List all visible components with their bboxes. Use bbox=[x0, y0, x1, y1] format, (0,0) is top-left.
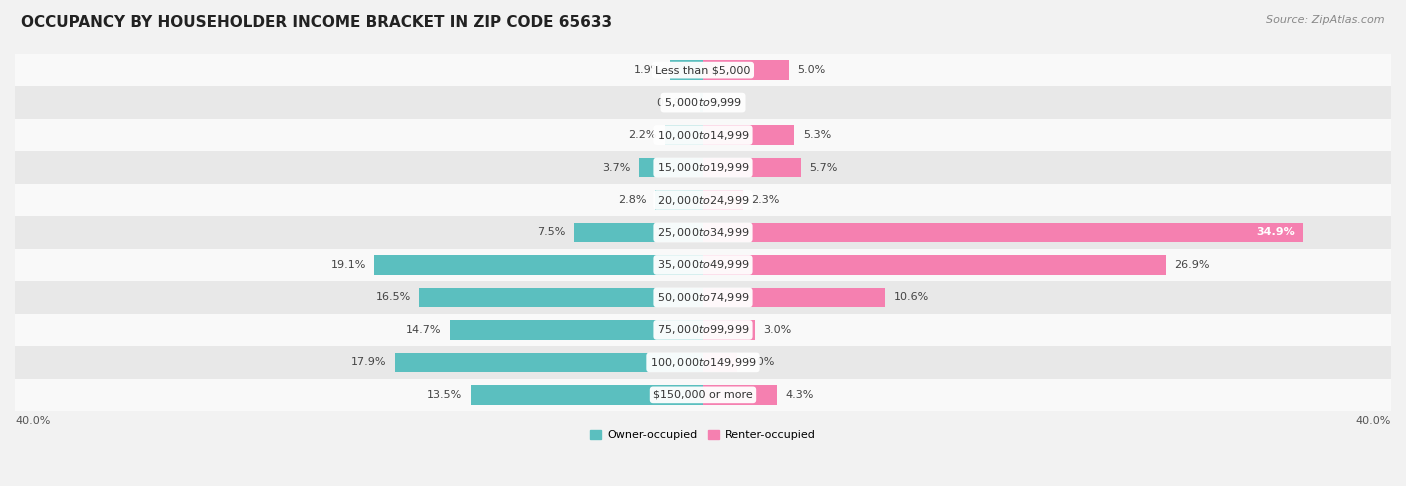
Bar bbox=[419, 288, 703, 307]
Text: $75,000 to $99,999: $75,000 to $99,999 bbox=[657, 323, 749, 336]
Bar bbox=[640, 158, 703, 177]
Text: 5.7%: 5.7% bbox=[810, 162, 838, 173]
Text: Less than $5,000: Less than $5,000 bbox=[655, 65, 751, 75]
Text: 3.7%: 3.7% bbox=[602, 162, 631, 173]
Text: $25,000 to $34,999: $25,000 to $34,999 bbox=[657, 226, 749, 239]
Bar bbox=[15, 216, 1391, 249]
Bar bbox=[15, 249, 1391, 281]
Bar bbox=[395, 353, 703, 372]
Bar bbox=[15, 281, 1391, 313]
Text: 13.5%: 13.5% bbox=[427, 390, 463, 400]
Legend: Owner-occupied, Renter-occupied: Owner-occupied, Renter-occupied bbox=[586, 426, 820, 445]
Bar bbox=[703, 60, 789, 80]
Text: 40.0%: 40.0% bbox=[1355, 416, 1391, 426]
Bar bbox=[703, 158, 801, 177]
Text: Source: ZipAtlas.com: Source: ZipAtlas.com bbox=[1267, 15, 1385, 25]
Bar bbox=[700, 93, 703, 112]
Bar bbox=[703, 125, 794, 145]
Text: $35,000 to $49,999: $35,000 to $49,999 bbox=[657, 259, 749, 272]
Bar bbox=[15, 151, 1391, 184]
Bar bbox=[471, 385, 703, 405]
Text: 34.9%: 34.9% bbox=[1256, 227, 1295, 238]
Text: 40.0%: 40.0% bbox=[15, 416, 51, 426]
Bar bbox=[665, 125, 703, 145]
Bar bbox=[703, 191, 742, 210]
Bar bbox=[15, 184, 1391, 216]
Text: 7.5%: 7.5% bbox=[537, 227, 565, 238]
Text: 14.7%: 14.7% bbox=[406, 325, 441, 335]
Text: 2.0%: 2.0% bbox=[747, 357, 775, 367]
Text: 17.9%: 17.9% bbox=[352, 357, 387, 367]
Text: $150,000 or more: $150,000 or more bbox=[654, 390, 752, 400]
Text: 3.0%: 3.0% bbox=[763, 325, 792, 335]
Text: $100,000 to $149,999: $100,000 to $149,999 bbox=[650, 356, 756, 369]
Bar bbox=[15, 87, 1391, 119]
Text: 0.19%: 0.19% bbox=[655, 98, 692, 107]
Text: 2.8%: 2.8% bbox=[617, 195, 647, 205]
Bar bbox=[671, 60, 703, 80]
Text: $20,000 to $24,999: $20,000 to $24,999 bbox=[657, 193, 749, 207]
Bar bbox=[703, 223, 1303, 242]
Text: $5,000 to $9,999: $5,000 to $9,999 bbox=[664, 96, 742, 109]
Bar bbox=[703, 385, 778, 405]
Bar bbox=[450, 320, 703, 340]
Text: 4.3%: 4.3% bbox=[786, 390, 814, 400]
Bar bbox=[15, 313, 1391, 346]
Bar bbox=[703, 320, 755, 340]
Text: 2.2%: 2.2% bbox=[628, 130, 657, 140]
Text: 1.9%: 1.9% bbox=[633, 65, 662, 75]
Text: $50,000 to $74,999: $50,000 to $74,999 bbox=[657, 291, 749, 304]
Bar bbox=[703, 255, 1166, 275]
Text: $15,000 to $19,999: $15,000 to $19,999 bbox=[657, 161, 749, 174]
Text: 5.0%: 5.0% bbox=[797, 65, 825, 75]
Bar bbox=[655, 191, 703, 210]
Text: 5.3%: 5.3% bbox=[803, 130, 831, 140]
Bar bbox=[703, 353, 737, 372]
Text: 16.5%: 16.5% bbox=[375, 293, 411, 302]
Bar bbox=[703, 288, 886, 307]
Text: 26.9%: 26.9% bbox=[1174, 260, 1209, 270]
Bar bbox=[15, 346, 1391, 379]
Bar bbox=[15, 379, 1391, 411]
Text: 19.1%: 19.1% bbox=[330, 260, 366, 270]
Text: 10.6%: 10.6% bbox=[894, 293, 929, 302]
Bar bbox=[15, 119, 1391, 151]
Text: 2.3%: 2.3% bbox=[751, 195, 779, 205]
Bar bbox=[15, 54, 1391, 87]
Bar bbox=[574, 223, 703, 242]
Text: 0.0%: 0.0% bbox=[711, 98, 740, 107]
Text: $10,000 to $14,999: $10,000 to $14,999 bbox=[657, 129, 749, 141]
Text: OCCUPANCY BY HOUSEHOLDER INCOME BRACKET IN ZIP CODE 65633: OCCUPANCY BY HOUSEHOLDER INCOME BRACKET … bbox=[21, 15, 612, 30]
Bar bbox=[374, 255, 703, 275]
